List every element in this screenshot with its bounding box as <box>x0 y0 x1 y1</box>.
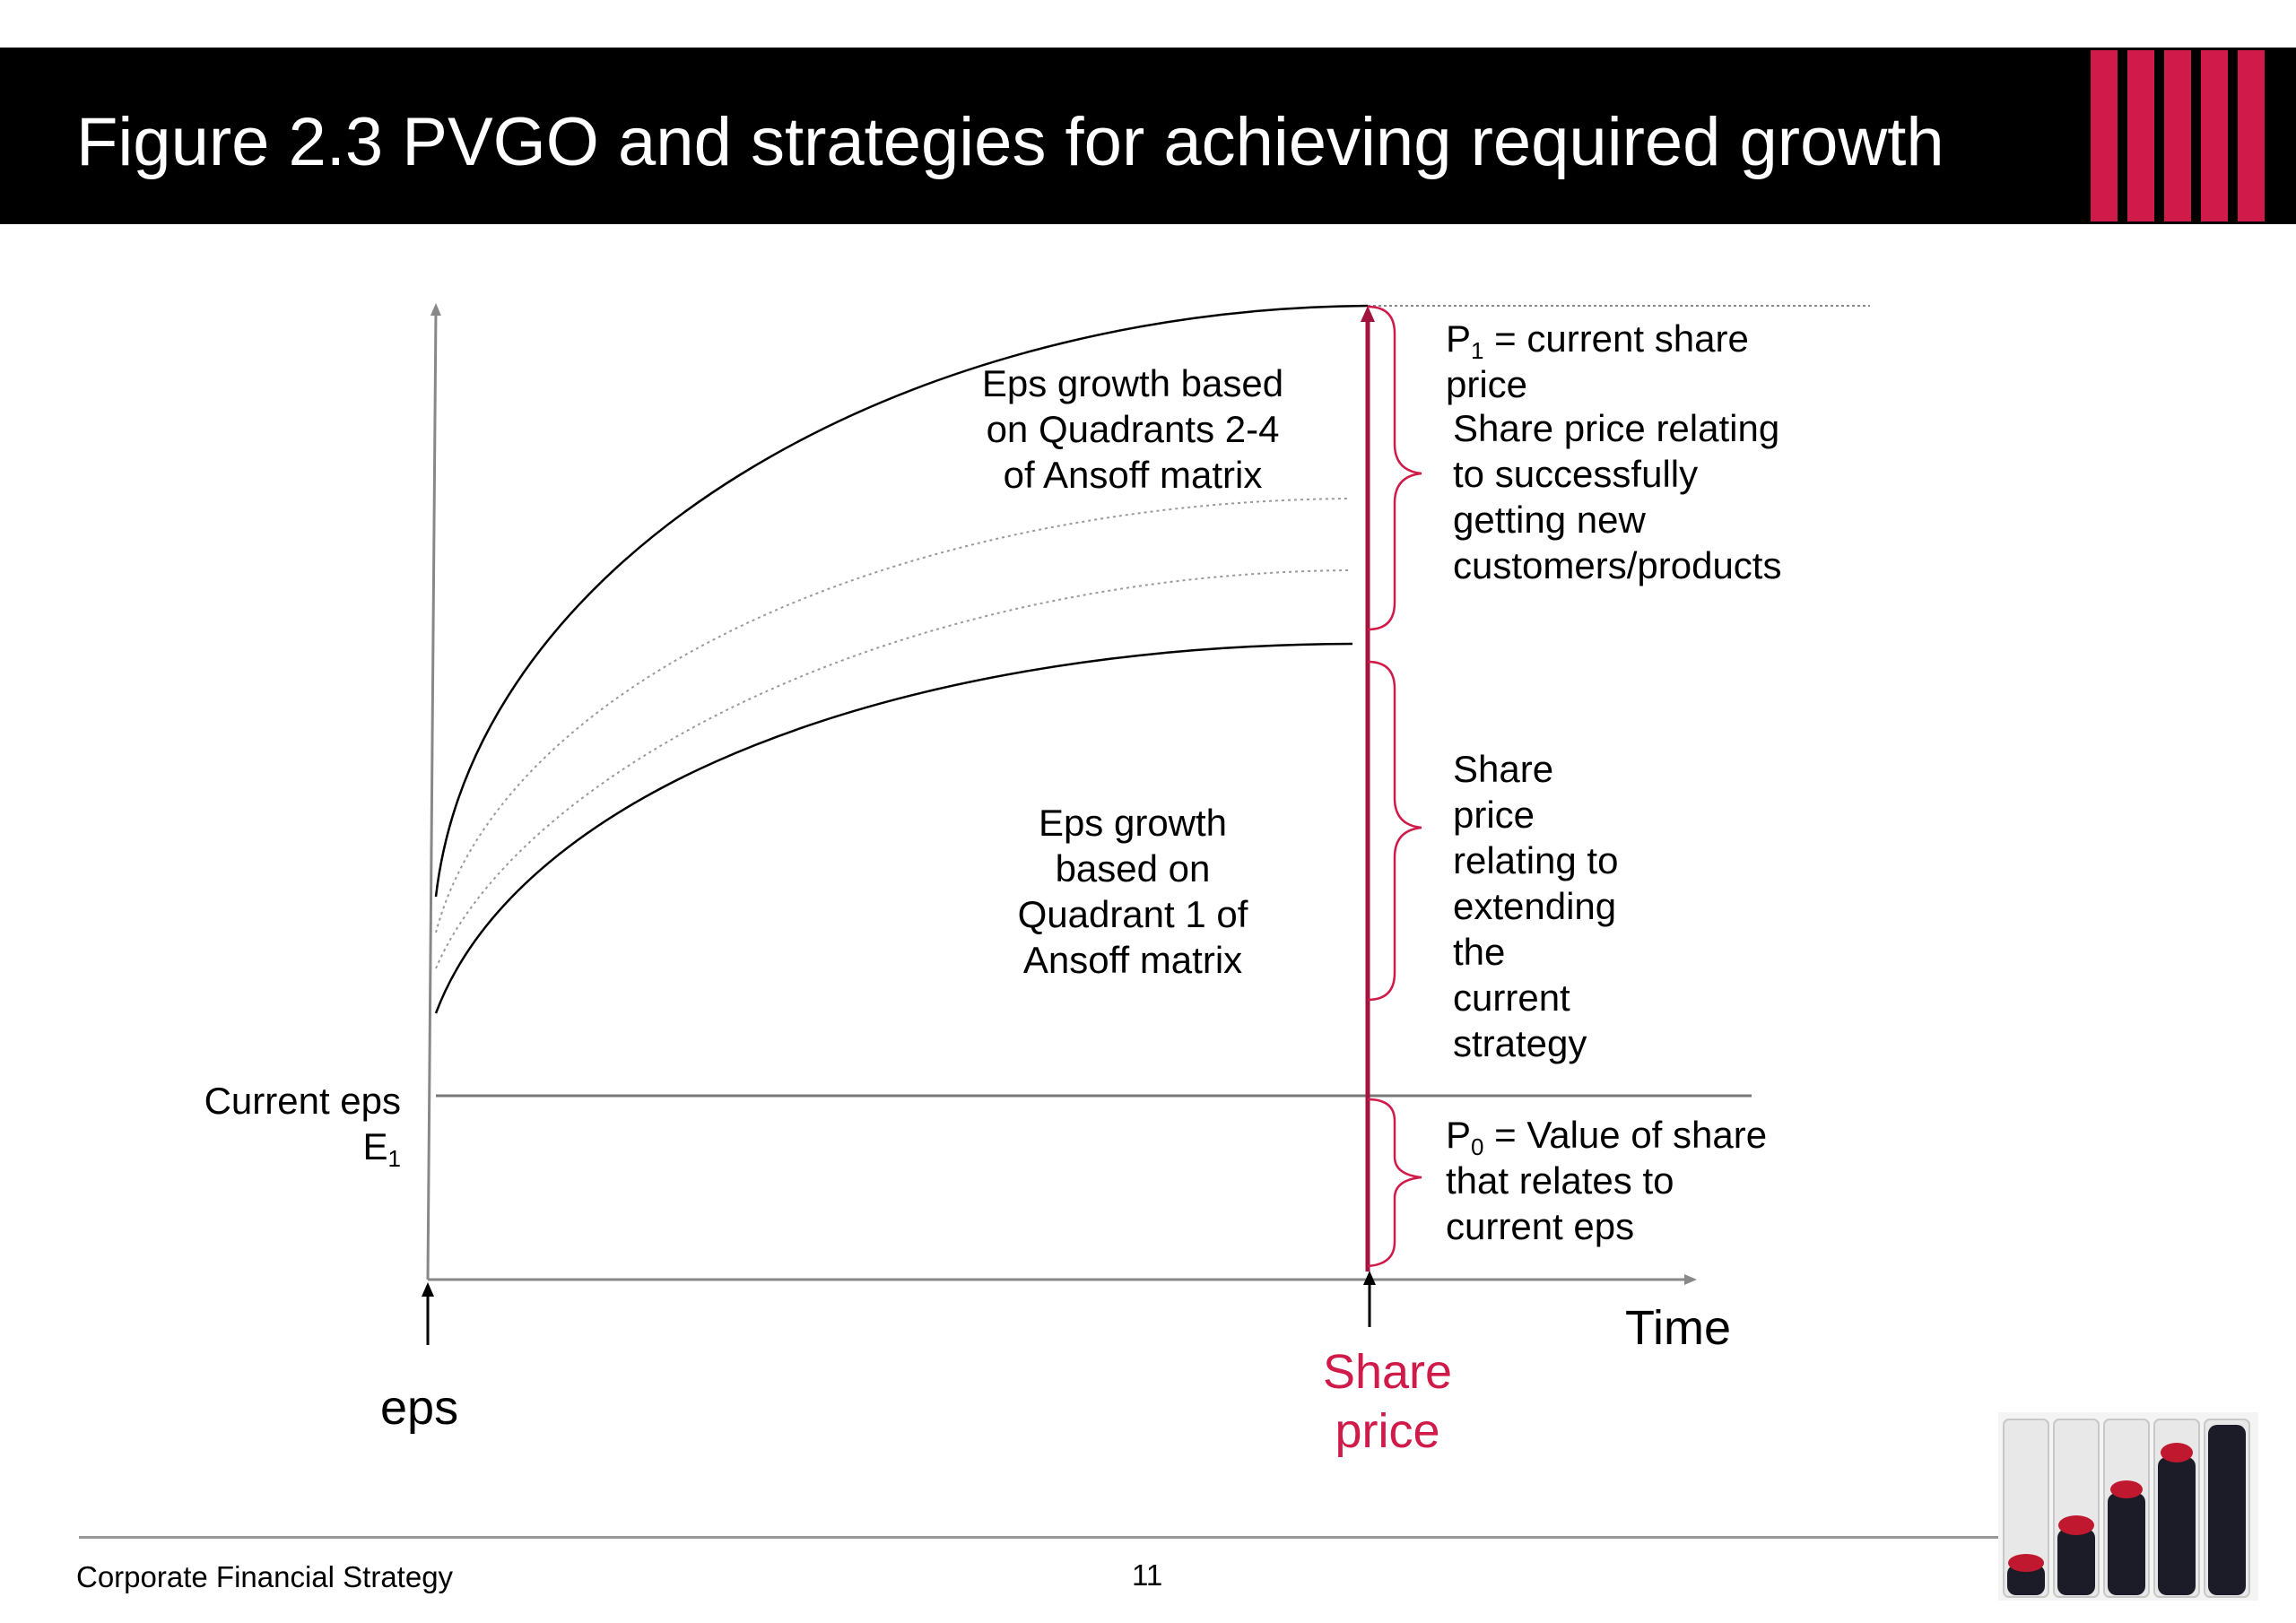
p0-label: P0 = Value of share that relates to curr… <box>1446 1114 1768 1247</box>
lower-growth-curve <box>434 642 1353 1014</box>
p1-label: P1 = current share price <box>1446 317 1749 405</box>
brand-stripe <box>2164 50 2191 221</box>
page-number: 11 <box>1132 1558 1163 1592</box>
brand-stripe <box>2091 50 2118 221</box>
jar-contents <box>2007 1425 2246 1595</box>
upper-brace-label: Share price relating to successfully get… <box>1453 407 1782 586</box>
dotted-growth-curve <box>435 569 1351 969</box>
brand-stripe <box>2127 50 2154 221</box>
middle-brace-label: Share price relating to extending the cu… <box>1453 748 1619 1064</box>
brand-stripes <box>2088 48 2296 224</box>
dotted-growth-curve <box>435 498 1351 933</box>
jar-tops <box>2008 1443 2193 1572</box>
lower-brace <box>1367 1098 1422 1268</box>
title-bar: Figure 2.3 PVGO and strategies for achie… <box>0 48 2296 224</box>
upper-brace <box>1367 305 1422 631</box>
footer-course-title: Corporate Financial Strategy <box>76 1560 454 1593</box>
slide-title: Figure 2.3 PVGO and strategies for achie… <box>76 104 1944 180</box>
time-axis-label: Time <box>1625 1301 1731 1355</box>
middle-brace <box>1367 660 1422 1002</box>
brand-stripe <box>2238 50 2265 221</box>
brand-stripe <box>2201 50 2228 221</box>
current-eps-label: Current eps E1 <box>204 1080 401 1172</box>
growth-jars-image <box>1998 1412 2258 1601</box>
upper-growth-label: Eps growth based on Quadrants 2-4 of Ans… <box>981 362 1284 496</box>
lower-growth-label: Eps growth based on Quadrant 1 of Ansoff… <box>1017 802 1248 981</box>
upper-growth-curve <box>434 304 1369 898</box>
share-price-label: Share price <box>1322 1345 1453 1458</box>
y-axis <box>426 303 441 1280</box>
eps-axis-label: eps <box>380 1381 459 1435</box>
footer-divider <box>79 1536 2007 1539</box>
